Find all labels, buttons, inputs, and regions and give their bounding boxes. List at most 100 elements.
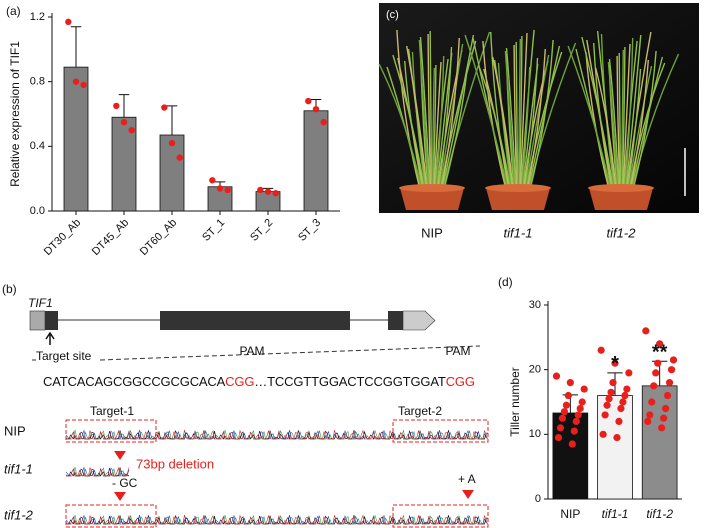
y-tick-label: 1.2 <box>30 11 45 23</box>
photo-label: NIP <box>421 225 443 240</box>
significance: ** <box>652 342 668 364</box>
rice-stem <box>433 61 442 191</box>
y-tick-label: 20 <box>529 364 541 376</box>
pot <box>486 188 550 210</box>
rice-stem <box>378 63 423 191</box>
chromatograms <box>65 429 488 525</box>
rice-stem <box>482 40 507 191</box>
rice-stem <box>523 57 539 191</box>
rice-stem <box>441 34 475 191</box>
bar <box>159 134 185 212</box>
x-tick-label: ST_3 <box>296 217 323 244</box>
x-tick-label: DT60_Ab <box>138 217 179 258</box>
data-point <box>552 372 561 380</box>
rice-stem <box>515 41 519 191</box>
data-point <box>652 369 660 377</box>
mutation-label: 73bp deletion <box>136 456 214 471</box>
rice-stem <box>438 43 464 191</box>
rice-stem <box>443 68 468 191</box>
y-axis-label: Relative expression of TIF1 <box>8 41 22 187</box>
target-box <box>65 419 157 443</box>
y-tick-label: 0 <box>535 493 541 505</box>
x-tick-label: DT30_Ab <box>42 217 83 258</box>
y-axis-label: Tiller number <box>508 367 522 437</box>
sequence-part: …TCCGTTGGACTCCGGTGGAT <box>254 374 446 389</box>
target-label: Target-2 <box>398 404 442 418</box>
row-label: NIP <box>4 423 26 438</box>
plants <box>378 29 680 210</box>
row-label: tif1-2 <box>4 507 34 522</box>
data-point <box>216 185 224 192</box>
data-point <box>120 118 128 126</box>
exon <box>45 311 58 330</box>
rice-stem <box>418 39 430 191</box>
rice-stem <box>520 29 535 191</box>
mutation-label: + A <box>458 472 476 486</box>
rice-stem <box>626 68 642 191</box>
rice-stem <box>519 32 528 191</box>
gene-panel: (b) TIF1 Target site PAM PAM CATCACAGCGG… <box>2 282 489 528</box>
rice-stem <box>625 34 642 191</box>
chromatogram-trace <box>66 466 130 477</box>
data-point <box>605 395 613 403</box>
rice-stem <box>596 30 616 191</box>
pot <box>400 188 464 210</box>
error-bar <box>118 94 130 118</box>
significance: * <box>611 353 619 375</box>
rice-stem <box>595 67 617 191</box>
data-point <box>576 404 584 413</box>
rice-stem <box>478 65 512 191</box>
data-point <box>644 417 652 425</box>
rice-stem <box>527 45 561 191</box>
rice-stem <box>439 40 477 191</box>
pam-sequence: CGG <box>225 374 254 389</box>
data-point <box>305 97 312 105</box>
data-point <box>113 102 120 110</box>
panel-label: (b) <box>2 282 17 296</box>
data-point <box>574 411 582 419</box>
data-point <box>654 359 662 367</box>
data-point <box>558 414 567 422</box>
data-point <box>660 414 668 422</box>
pot <box>589 188 653 210</box>
data-point <box>562 401 570 409</box>
data-point <box>65 18 72 26</box>
y-tick-label: 0.0 <box>30 205 45 217</box>
pot-rim <box>588 184 654 192</box>
x-tick-label: NIP <box>560 507 580 521</box>
rice-stem <box>528 42 577 191</box>
photo-label: tif1-2 <box>607 225 637 240</box>
rice-stem <box>585 51 610 191</box>
data-point <box>320 118 327 126</box>
rice-stem <box>440 37 460 191</box>
data-point <box>601 411 609 419</box>
rice-stem <box>432 64 437 191</box>
data-point <box>564 391 572 400</box>
rice-stem <box>435 55 445 191</box>
rice-stem <box>622 43 631 191</box>
data-point <box>617 404 625 413</box>
data-point <box>656 340 664 348</box>
y-tick-label: 0.8 <box>30 76 45 88</box>
y-tick-label: 10 <box>529 428 541 440</box>
data-point <box>312 105 320 113</box>
rice-stem <box>624 37 634 191</box>
utr-arrow <box>402 310 436 331</box>
panel-label: (d) <box>498 275 513 289</box>
mutation-label: - GC <box>112 476 138 490</box>
rice-stem <box>581 36 615 191</box>
data-point <box>662 404 670 413</box>
error-bar <box>166 105 178 136</box>
photo-panel: (c) NIP tif1-1 tif1-2 <box>378 3 699 240</box>
data-point <box>556 424 565 432</box>
photo-label: tif1-1 <box>504 225 533 240</box>
data-point <box>80 81 87 89</box>
data-point <box>566 379 574 387</box>
bar <box>597 395 633 500</box>
rice-stem <box>526 48 546 191</box>
rice-stem <box>437 46 453 191</box>
rice-stem <box>524 54 550 191</box>
exon <box>388 311 403 330</box>
rice-stem <box>629 59 649 191</box>
